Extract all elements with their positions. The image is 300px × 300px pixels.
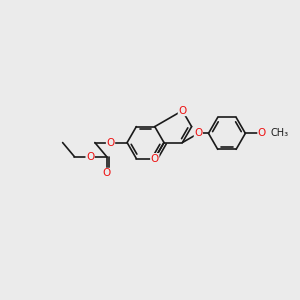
Text: O: O	[151, 154, 159, 164]
Text: CH₃: CH₃	[270, 128, 288, 138]
Text: O: O	[106, 138, 115, 148]
Text: O: O	[194, 128, 202, 138]
Text: O: O	[258, 128, 266, 138]
Text: O: O	[86, 152, 94, 162]
Text: O: O	[178, 106, 187, 116]
Text: O: O	[103, 168, 111, 178]
